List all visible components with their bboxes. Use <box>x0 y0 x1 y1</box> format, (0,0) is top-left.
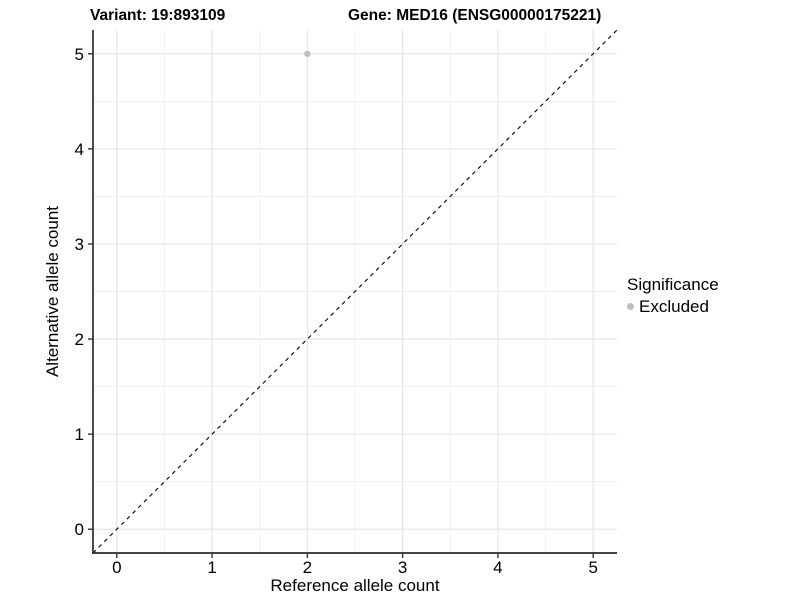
plot-title-gene: Gene: MED16 (ENSG00000175221) <box>348 7 602 24</box>
x-tick-label: 0 <box>112 558 121 577</box>
x-tick-label: 5 <box>588 558 597 577</box>
y-tick-label: 0 <box>75 520 84 539</box>
y-axis-label: Alternative allele count <box>43 205 62 378</box>
y-tick-label: 1 <box>75 425 84 444</box>
y-tick-label: 3 <box>75 235 84 254</box>
legend-item-label: Excluded <box>639 297 709 316</box>
x-tick-label: 4 <box>493 558 502 577</box>
x-tick-label: 2 <box>303 558 312 577</box>
y-tick-label: 2 <box>75 330 84 349</box>
x-tick-label: 3 <box>398 558 407 577</box>
x-axis-label: Reference allele count <box>270 576 440 595</box>
data-point <box>304 50 311 57</box>
plot-title-variant: Variant: 19:893109 <box>90 7 226 24</box>
legend-item-excluded: Excluded <box>627 297 719 316</box>
identity-reference-line <box>92 29 618 554</box>
legend-point-marker-icon <box>627 303 634 310</box>
y-tick-label: 5 <box>75 45 84 64</box>
legend: Significance Excluded <box>627 275 719 316</box>
x-tick-label: 1 <box>207 558 216 577</box>
legend-title: Significance <box>627 275 719 294</box>
y-tick-label: 4 <box>75 140 84 159</box>
